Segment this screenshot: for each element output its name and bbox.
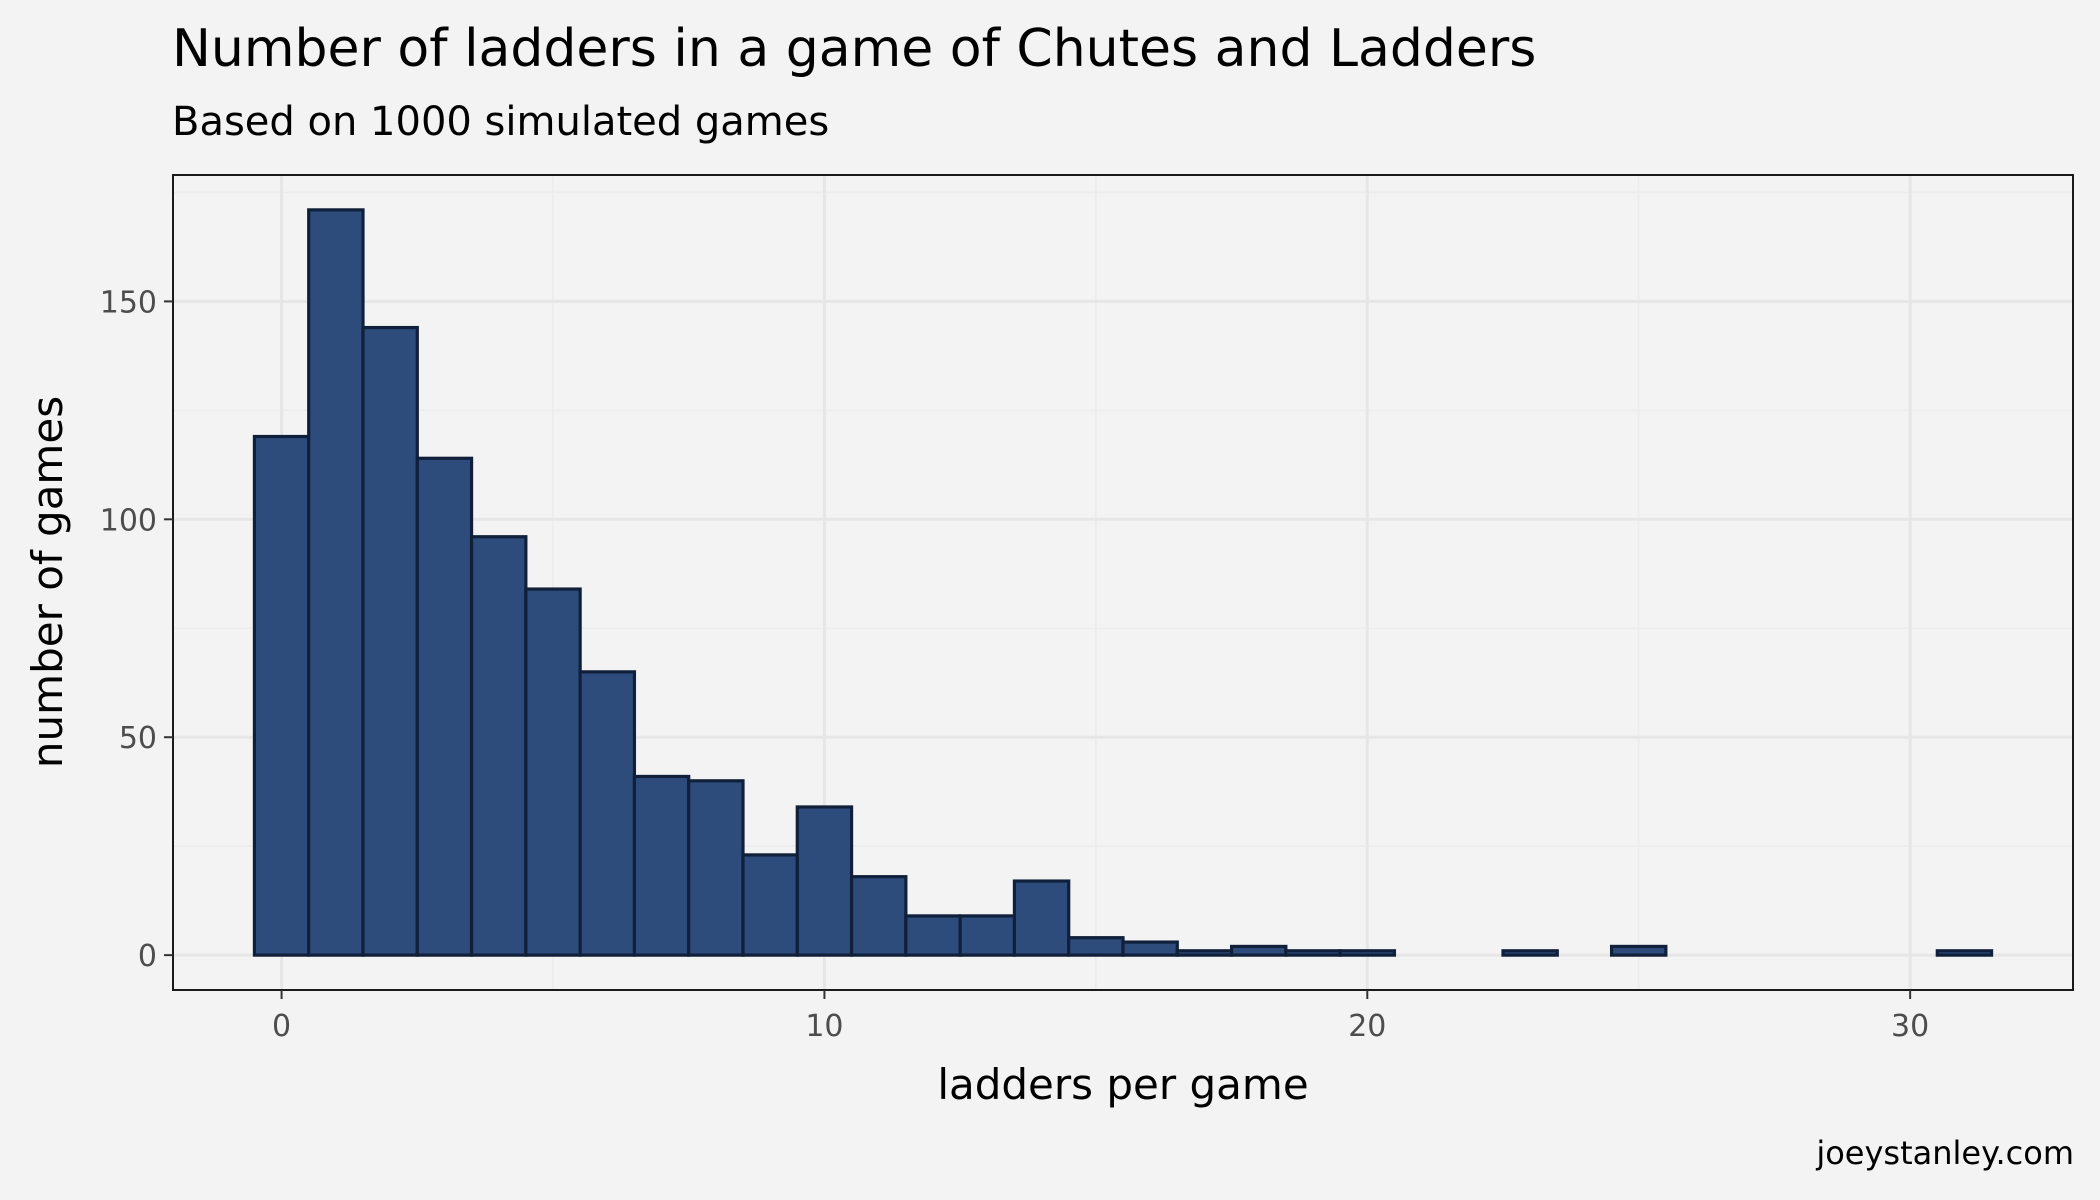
histogram-bar xyxy=(1609,944,1668,957)
histogram-bar xyxy=(1229,944,1288,957)
x-axis: 0 10 20 30 xyxy=(272,990,1929,1044)
x-tick-label: 10 xyxy=(805,1009,843,1044)
y-tick-label: 50 xyxy=(119,721,157,756)
histogram-bar xyxy=(904,914,962,957)
plot-panel-border xyxy=(172,174,2074,991)
histogram-bar xyxy=(469,535,528,957)
chart-title: Number of ladders in a game of Chutes an… xyxy=(172,19,1536,79)
y-tick-label: 0 xyxy=(138,939,157,974)
histogram-bar xyxy=(578,670,637,957)
histogram-bar xyxy=(849,875,908,957)
histogram-bar xyxy=(1935,949,1994,957)
histogram-bar xyxy=(307,208,365,957)
histogram-bar xyxy=(741,853,799,957)
y-tick-label: 100 xyxy=(100,503,157,538)
histogram-bar xyxy=(632,774,691,957)
chart-subtitle: Based on 1000 simulated games xyxy=(172,99,829,145)
caption: joeystanley.com xyxy=(1815,1134,2074,1172)
histogram-bar xyxy=(1012,879,1071,957)
histogram-bar xyxy=(1501,949,1559,957)
x-axis-title: ladders per game xyxy=(937,1060,1308,1109)
histogram-bar xyxy=(361,325,419,957)
y-axis: 0 50 100 150 xyxy=(100,285,173,974)
bars xyxy=(252,208,1994,957)
histogram-bar xyxy=(958,914,1017,957)
histogram-bar xyxy=(687,779,745,957)
y-tick-label: 150 xyxy=(100,285,157,320)
histogram-bar xyxy=(524,587,582,957)
x-tick-label: 0 xyxy=(272,1009,291,1044)
histogram-bar xyxy=(1121,940,1179,957)
x-tick-label: 30 xyxy=(1891,1009,1929,1044)
histogram-bar xyxy=(415,456,474,957)
histogram-bar xyxy=(1067,936,1125,957)
histogram-bar xyxy=(1338,949,1397,957)
histogram-bar xyxy=(1284,949,1342,957)
x-tick-label: 20 xyxy=(1348,1009,1386,1044)
histogram-bar xyxy=(795,805,854,957)
histogram-bar xyxy=(1175,949,1234,957)
y-axis-title: number of games xyxy=(23,396,72,768)
histogram-bar xyxy=(252,434,311,957)
